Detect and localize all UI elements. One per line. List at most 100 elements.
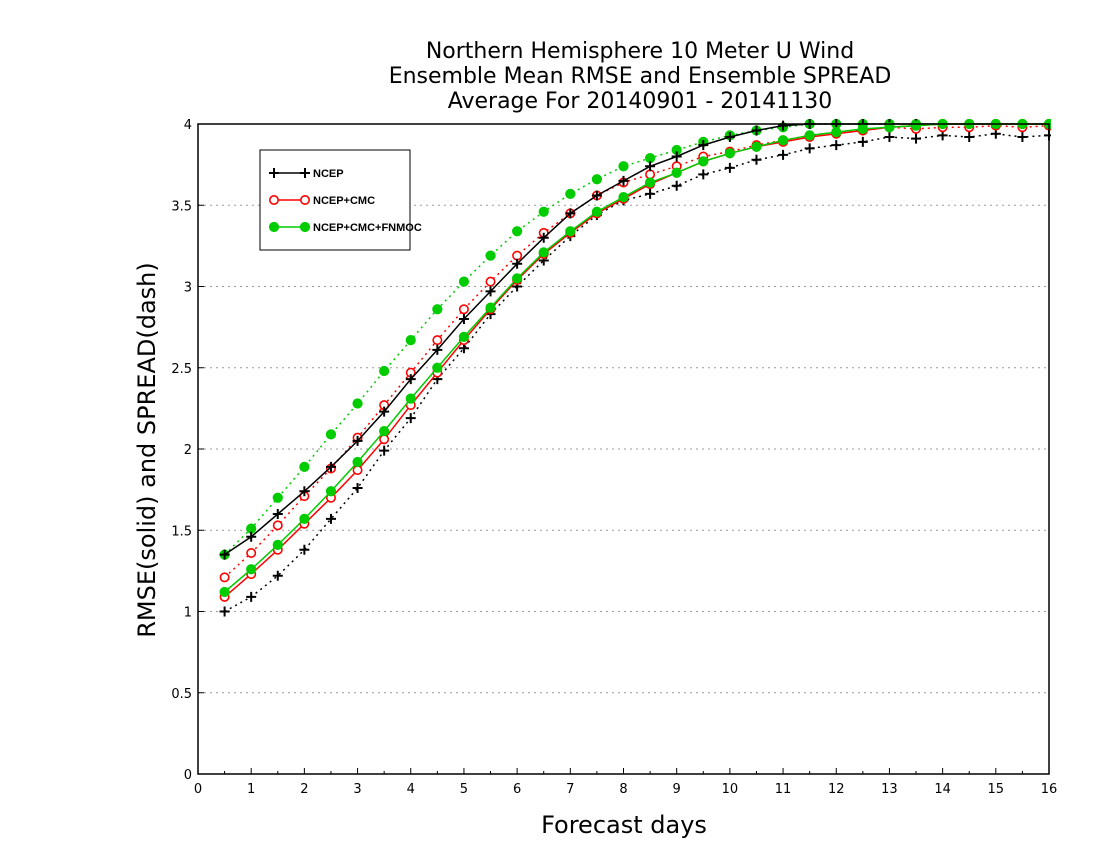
plus-marker xyxy=(299,486,310,497)
plus-marker xyxy=(379,406,390,417)
y-tick-label: 4 xyxy=(184,118,192,133)
plus-marker xyxy=(645,161,656,172)
plus-marker xyxy=(219,549,230,560)
plus-marker xyxy=(269,168,279,178)
x-tick-label: 4 xyxy=(407,782,415,797)
plus-marker xyxy=(591,190,602,201)
filled-circle-marker xyxy=(246,564,257,575)
filled-circle-marker xyxy=(777,135,789,146)
filled-circle-marker xyxy=(724,148,735,159)
legend-label: NCEP xyxy=(313,168,344,180)
x-tick-label: 15 xyxy=(988,782,1005,797)
x-tick-label: 8 xyxy=(619,782,627,797)
plus-marker xyxy=(671,180,682,191)
legend-item: NCEP xyxy=(269,168,344,180)
open-circle-marker xyxy=(272,520,283,531)
plus-marker xyxy=(724,132,735,142)
filled-circle-marker xyxy=(804,130,815,141)
plus-marker xyxy=(512,258,523,269)
series-rmse-ncep-cmc-fnmoc xyxy=(219,118,1051,598)
filled-circle-marker xyxy=(884,122,895,133)
filled-circle-marker xyxy=(857,123,868,134)
plus-marker xyxy=(751,125,762,136)
plus-marker xyxy=(405,413,416,424)
y-axis: 0 0.5 1 1.5 2 2.5 3 3.5 4 xyxy=(171,118,204,783)
legend-label: NCEP+CMC xyxy=(313,195,375,207)
plus-marker xyxy=(618,175,629,186)
plus-marker xyxy=(299,544,310,555)
y-tick-label: 3.5 xyxy=(171,199,192,214)
open-circle-marker xyxy=(432,335,443,346)
filled-circle-marker xyxy=(458,331,470,342)
filled-circle-marker xyxy=(379,426,390,437)
filled-circle-marker xyxy=(272,539,283,550)
plus-marker xyxy=(698,140,709,151)
filled-circle-marker xyxy=(352,456,363,468)
plus-marker xyxy=(219,606,230,617)
filled-circle-marker xyxy=(352,398,363,409)
filled-circle-marker xyxy=(538,206,549,217)
plus-marker xyxy=(804,143,815,154)
x-tick-label: 11 xyxy=(775,782,792,797)
filled-circle-marker xyxy=(538,247,549,258)
filled-circle-marker xyxy=(565,188,576,199)
plus-marker xyxy=(831,140,842,151)
filled-circle-marker xyxy=(458,276,470,287)
open-circle-marker xyxy=(352,465,363,476)
plus-marker xyxy=(405,374,416,385)
plus-marker xyxy=(778,149,789,160)
plus-marker xyxy=(884,132,895,142)
filled-circle-marker xyxy=(325,429,337,440)
filled-circle-marker xyxy=(405,393,416,404)
open-circle-marker xyxy=(379,434,390,445)
plus-marker xyxy=(565,208,576,219)
plus-marker xyxy=(671,151,682,162)
filled-circle-marker xyxy=(618,161,629,172)
x-tick-label: 12 xyxy=(828,782,845,797)
legend-item: NCEP+CMC xyxy=(268,195,375,207)
y-tick-label: 0 xyxy=(184,768,192,783)
x-axis: 0 1 2 3 4 5 6 7 8 9 10 11 12 13 14 15 16 xyxy=(194,768,1057,797)
filled-circle-marker xyxy=(219,586,230,598)
y-tick-label: 1 xyxy=(184,606,192,621)
plus-marker xyxy=(724,162,735,173)
filled-circle-marker xyxy=(299,221,311,233)
filled-circle-marker xyxy=(299,513,310,524)
chart-title-line: Average For 20140901 - 20141130 xyxy=(448,89,833,114)
x-tick-label: 14 xyxy=(934,782,951,797)
open-circle-marker xyxy=(268,195,279,206)
filled-circle-marker xyxy=(379,365,390,377)
plus-marker xyxy=(432,344,443,355)
plus-marker xyxy=(272,509,283,519)
plus-marker xyxy=(272,570,283,581)
chart-title-line: Ensemble Mean RMSE and Ensemble SPREAD xyxy=(389,64,892,89)
x-tick-label: 3 xyxy=(353,782,361,797)
plus-marker xyxy=(538,232,549,243)
filled-circle-marker xyxy=(512,226,523,237)
open-circle-marker xyxy=(512,250,523,261)
x-tick-label: 13 xyxy=(881,782,898,797)
plus-marker xyxy=(325,461,336,472)
x-tick-label: 7 xyxy=(566,782,574,797)
plus-marker xyxy=(857,136,868,147)
open-circle-marker xyxy=(219,572,230,583)
plus-marker xyxy=(458,314,469,324)
y-tick-label: 2 xyxy=(184,443,192,458)
x-tick-label: 5 xyxy=(460,782,468,797)
y-axis-label: RMSE(solid) and SPREAD(dash) xyxy=(133,262,161,638)
plus-marker xyxy=(964,132,975,142)
x-tick-label: 2 xyxy=(300,782,308,797)
plus-marker xyxy=(246,531,257,542)
legend: NCEP NCEP+CMC NCEP+CMC+FNMOC xyxy=(259,149,422,251)
plus-marker xyxy=(379,445,390,456)
x-tick-label: 6 xyxy=(513,782,521,797)
plus-marker xyxy=(1017,132,1028,142)
plus-marker xyxy=(485,286,496,297)
filled-circle-marker xyxy=(644,177,656,188)
open-circle-marker xyxy=(485,276,496,287)
plus-marker xyxy=(645,188,656,199)
filled-circle-marker xyxy=(698,156,709,167)
x-tick-label: 16 xyxy=(1041,782,1058,797)
plus-marker xyxy=(300,168,310,178)
